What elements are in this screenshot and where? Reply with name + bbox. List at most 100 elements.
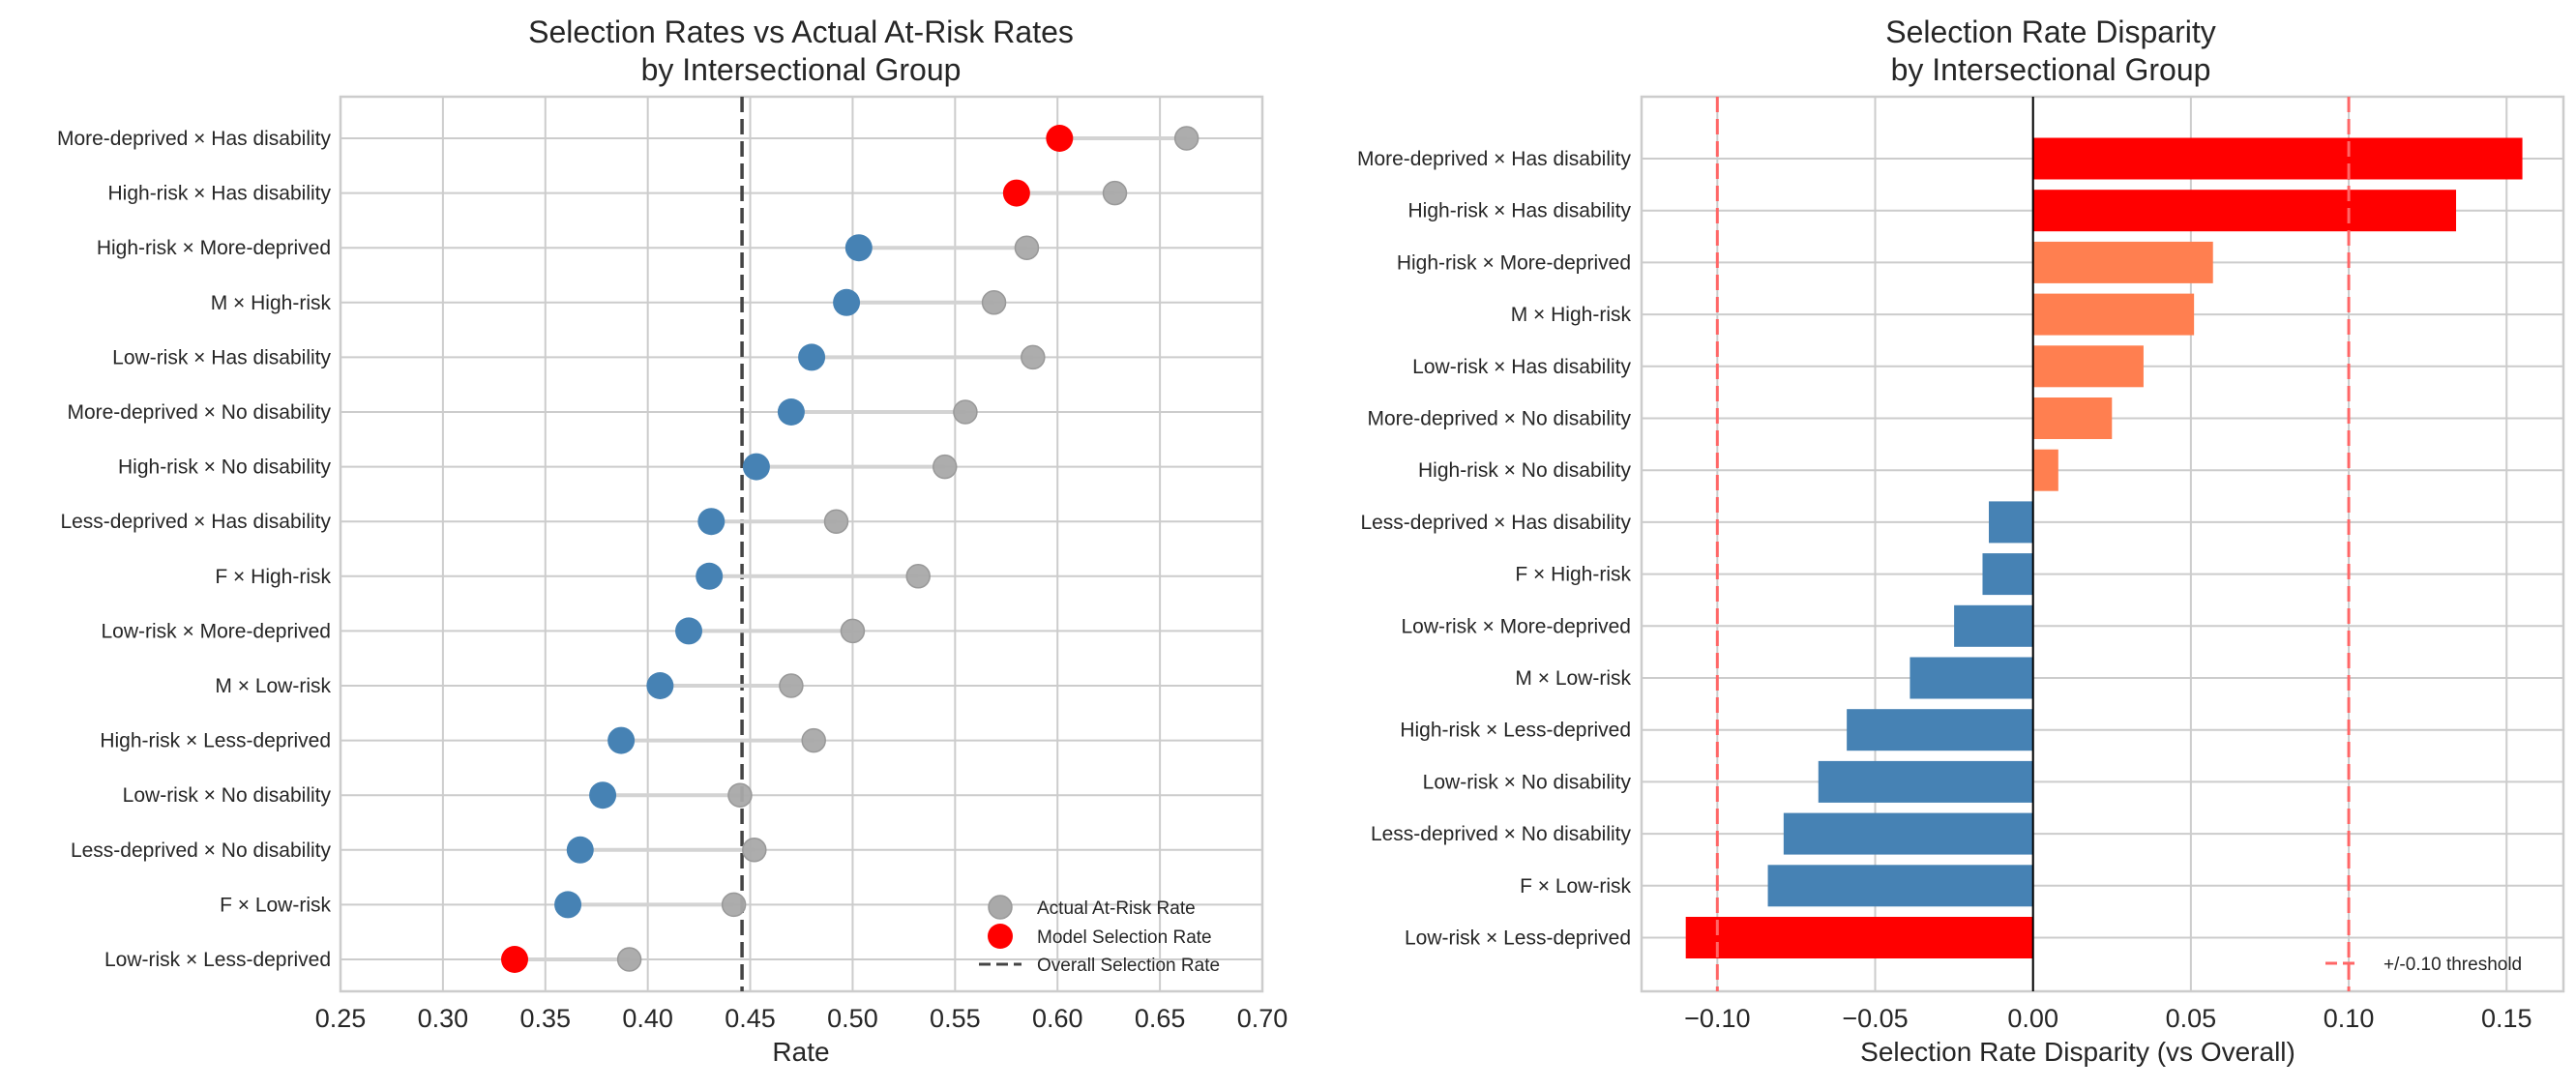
actual-rate-point [1102, 180, 1128, 206]
left-y-tick-label: Less-deprived × No disability [71, 839, 332, 862]
disparity-bar [1685, 917, 2033, 958]
left-y-tick-label: High-risk × Has disability [108, 183, 332, 205]
selection-rate-point [675, 617, 703, 645]
legend-marker-selection [988, 924, 1013, 949]
left-title-line2: by Intersectional Group [641, 52, 962, 87]
legend-label-overall: Overall Selection Rate [1037, 956, 1220, 976]
left-y-tick-label: F × High-risk [215, 566, 331, 588]
right-y-tick-label: M × Low-risk [1515, 667, 1631, 690]
selection-rate-point [589, 781, 617, 809]
selection-rate-point [833, 288, 861, 316]
left-x-axis-label: Rate [772, 1037, 829, 1067]
selection-rate-point [697, 508, 725, 536]
selection-rate-point [777, 398, 805, 426]
disparity-bar [1954, 604, 2033, 647]
right-x-tick-label: 0.00 [2007, 1004, 2058, 1033]
actual-rate-point [981, 290, 1007, 315]
selection-rate-point [742, 453, 770, 481]
selection-rate-point [566, 836, 594, 864]
right-y-tick-label: Less-deprived × Has disability [1360, 512, 1631, 534]
left-x-tick-label: 0.60 [1032, 1004, 1083, 1033]
disparity-bar [2032, 397, 2113, 439]
left-x-tick-label: 0.30 [418, 1004, 469, 1033]
right-y-tick-label: High-risk × Less-deprived [1400, 720, 1631, 742]
actual-rate-point [905, 564, 931, 589]
selection-rate-point [501, 946, 529, 973]
selection-rate-point [646, 672, 674, 699]
left-x-tick-label: 0.35 [519, 1004, 571, 1033]
left-y-tick-label: High-risk × Less-deprived [100, 730, 331, 752]
right-y-tick-label: More-deprived × No disability [1367, 408, 1631, 430]
selection-rate-point [1046, 125, 1074, 152]
left-y-tick-label: M × Low-risk [215, 675, 331, 697]
right-chart: Selection Rate Disparity by Intersection… [1357, 15, 2565, 1067]
actual-rate-point [1021, 344, 1046, 370]
legend-label-selection: Model Selection Rate [1037, 927, 1212, 948]
left-y-tick-label: More-deprived × Has disability [57, 128, 332, 150]
actual-rate-point [616, 947, 642, 972]
actual-rate-point [953, 399, 978, 425]
selection-rate-point [696, 562, 724, 590]
disparity-bar [2032, 137, 2523, 180]
right-x-tick-label: 0.15 [2481, 1004, 2532, 1033]
actual-rate-point [840, 618, 866, 644]
left-x-tick-label: 0.50 [827, 1004, 878, 1033]
disparity-bar [1767, 865, 2033, 907]
actual-rate-point [823, 509, 849, 534]
left-y-tick-label: High-risk × More-deprived [97, 237, 331, 259]
right-y-tick-label: High-risk × No disability [1418, 459, 1631, 482]
right-legend: +/-0.10 threshold [2325, 955, 2522, 975]
actual-rate-point [721, 892, 747, 918]
disparity-bar [1783, 812, 2033, 855]
right-x-tick-label: −0.05 [1842, 1004, 1908, 1033]
left-x-tick-label: 0.65 [1135, 1004, 1186, 1033]
right-y-tick-label: F × High-risk [1515, 564, 1631, 586]
left-title-line1: Selection Rates vs Actual At-Risk Rates [528, 15, 1074, 49]
right-y-tick-label: High-risk × More-deprived [1397, 251, 1631, 274]
right-y-tick-label: M × High-risk [1511, 304, 1632, 326]
selection-rate-point [798, 343, 826, 371]
right-y-tick-label: Low-risk × More-deprived [1401, 615, 1631, 637]
left-y-tick-label: Less-deprived × Has disability [60, 511, 331, 533]
right-x-tick-label: 0.05 [2166, 1004, 2217, 1033]
right-y-tick-label: High-risk × Has disability [1408, 200, 1632, 222]
disparity-bar [2032, 190, 2457, 232]
right-y-tick-label: Low-risk × Less-deprived [1405, 927, 1631, 950]
actual-rate-point [801, 727, 826, 753]
left-x-tick-label: 0.45 [725, 1004, 776, 1033]
right-x-tick-label: −0.10 [1684, 1004, 1750, 1033]
left-plot-area [339, 95, 1264, 993]
actual-rate-point [779, 673, 804, 698]
left-legend: Actual At-Risk Rate Model Selection Rate… [979, 895, 1220, 976]
selection-rate-point [844, 234, 873, 262]
legend-label-actual: Actual At-Risk Rate [1037, 898, 1196, 919]
right-y-tick-label: Low-risk × No disability [1423, 771, 1632, 793]
legend-marker-actual [988, 895, 1013, 920]
left-y-tick-label: Low-risk × No disability [123, 784, 332, 807]
actual-rate-point [727, 782, 753, 808]
right-x-axis-label: Selection Rate Disparity (vs Overall) [1860, 1037, 2295, 1067]
left-x-tick-label: 0.40 [622, 1004, 673, 1033]
actual-rate-point [1173, 126, 1199, 151]
legend-label-threshold: +/-0.10 threshold [2384, 955, 2522, 975]
right-title-line2: by Intersectional Group [1891, 52, 2211, 87]
left-y-tick-label: More-deprived × No disability [67, 401, 331, 424]
left-y-tick-label: M × High-risk [211, 292, 332, 314]
disparity-bar [2032, 293, 2195, 336]
right-y-tick-label: Less-deprived × No disability [1371, 823, 1632, 845]
disparity-bar [2032, 345, 2144, 388]
left-x-tick-label: 0.55 [930, 1004, 981, 1033]
left-chart: Selection Rates vs Actual At-Risk Rates … [57, 15, 1288, 1067]
disparity-bar [1982, 553, 2033, 596]
left-y-tick-label: Low-risk × Less-deprived [104, 949, 331, 971]
right-x-tick-label: 0.10 [2324, 1004, 2375, 1033]
disparity-bar [2032, 241, 2213, 283]
selection-rate-point [1002, 179, 1030, 207]
right-y-tick-label: F × Low-risk [1520, 875, 1631, 898]
actual-rate-point [742, 838, 767, 863]
left-y-tick-label: Low-risk × More-deprived [101, 620, 331, 642]
left-y-tick-label: Low-risk × Has disability [112, 346, 331, 368]
disparity-bar [1989, 501, 2033, 544]
disparity-bar [1847, 709, 2033, 751]
